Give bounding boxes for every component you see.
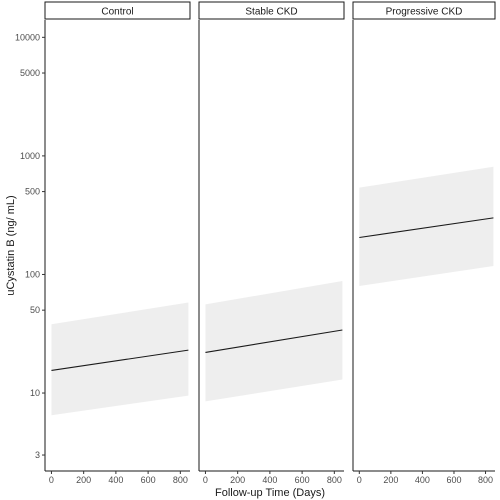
x-tick-label: 0 xyxy=(49,475,54,485)
y-tick-label: 5000 xyxy=(20,68,40,78)
x-tick-label: 800 xyxy=(478,475,493,485)
facet-panel-2: Stable CKD 0 200 400 600 800 xyxy=(198,1,345,485)
facet-strip xyxy=(352,1,496,20)
trend-line xyxy=(359,217,494,239)
y-axis-title: uCystatin B (ng/ mL) xyxy=(5,195,17,295)
facet-strip xyxy=(44,1,191,20)
y-tick-label: 10 xyxy=(30,388,40,398)
facet-strip xyxy=(198,1,345,20)
x-tick-label: 800 xyxy=(173,475,188,485)
facet-panel-1: Control 0 200 400 600 800 xyxy=(44,1,191,485)
x-tick-label: 0 xyxy=(357,475,362,485)
y-tick-label: 3 xyxy=(35,450,40,460)
y-tick-label: 100 xyxy=(25,269,40,279)
confidence-band xyxy=(51,302,189,416)
x-tick-label: 600 xyxy=(141,475,156,485)
x-tick-label: 200 xyxy=(383,475,398,485)
y-axis: 3 10 50 100 500 1000 5000 10000 xyxy=(15,32,45,460)
trend-line xyxy=(51,349,189,372)
x-tick-label: 400 xyxy=(262,475,277,485)
x-tick-label: 200 xyxy=(76,475,91,485)
x-tick-label: 400 xyxy=(415,475,430,485)
x-tick-label: 0 xyxy=(203,475,208,485)
y-tick-label: 10000 xyxy=(15,32,40,42)
facet-strip-label: Progressive CKD xyxy=(386,7,463,18)
x-axis-title: Follow-up Time (Days) xyxy=(215,487,325,499)
x-tick-label: 200 xyxy=(230,475,245,485)
x-tick-label: 400 xyxy=(108,475,123,485)
x-tick-label: 800 xyxy=(327,475,342,485)
x-tick-label: 600 xyxy=(446,475,461,485)
y-tick-label: 1000 xyxy=(20,151,40,161)
y-tick-label: 500 xyxy=(25,187,40,197)
facet-strip-label: Stable CKD xyxy=(245,7,297,18)
x-tick-label: 600 xyxy=(295,475,310,485)
trend-line xyxy=(205,329,343,353)
confidence-band xyxy=(359,166,494,286)
y-tick-label: 50 xyxy=(30,305,40,315)
facet-panel-3: Progressive CKD 0 200 400 600 800 xyxy=(352,1,496,485)
facet-panels: Control 0 200 400 600 800 Stable CKD 0 200 400 600… xyxy=(44,1,496,485)
facet-strip-label: Control xyxy=(101,7,133,18)
